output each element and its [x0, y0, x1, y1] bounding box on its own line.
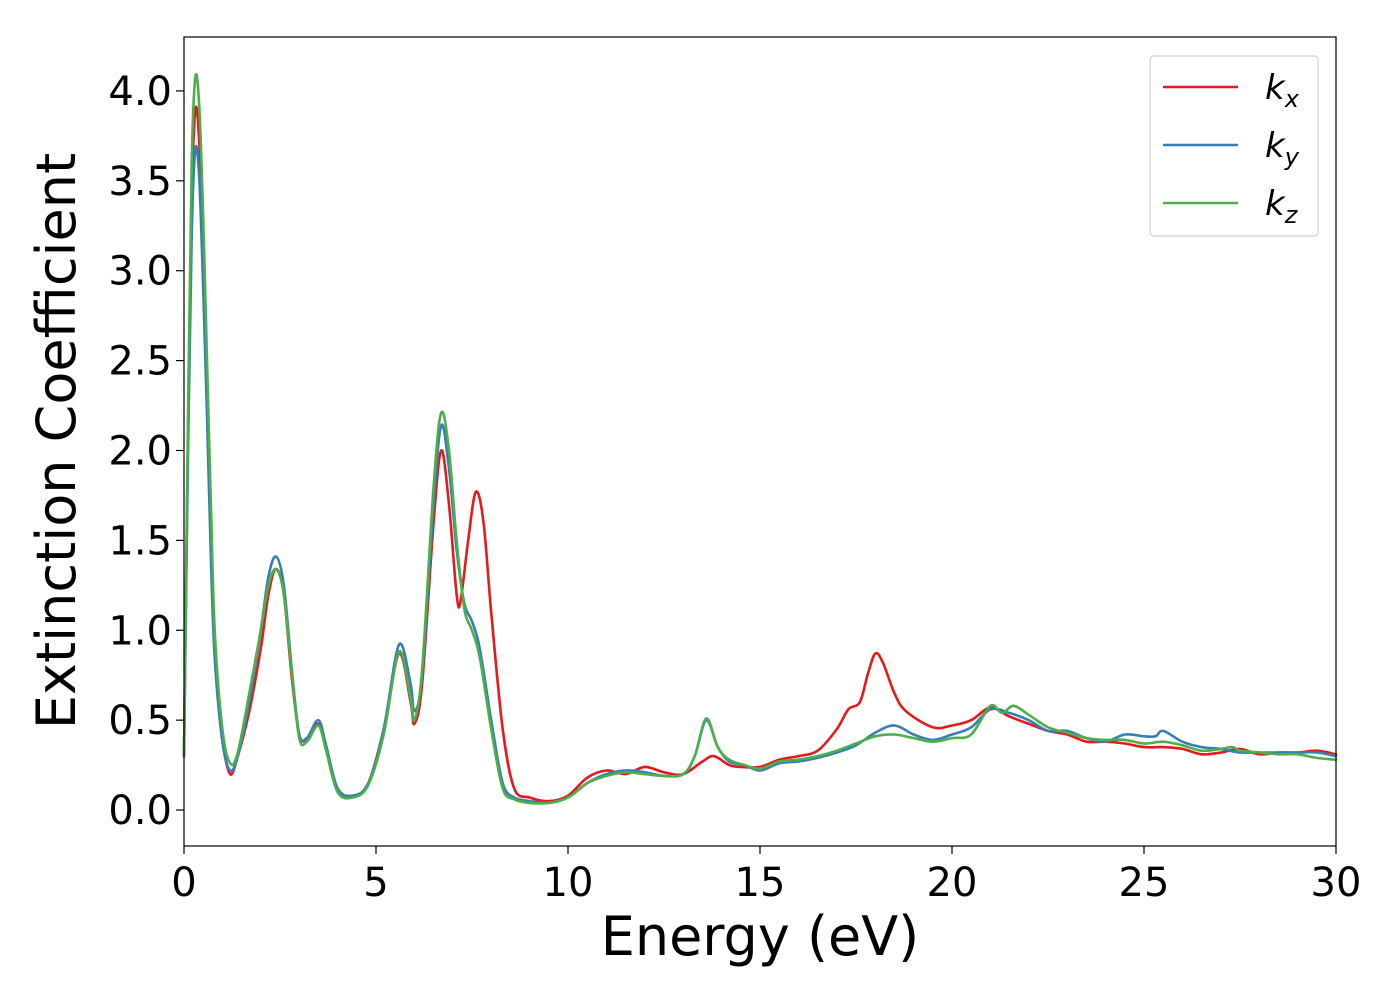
legend-label: ky	[1265, 126, 1300, 171]
y-axis: 0.0 0.5 1.0 1.5 2.0 2.5 3.0 3.5 4.0	[108, 69, 184, 834]
y-tick-label: 4.0	[108, 69, 172, 115]
x-tick-label: 20	[927, 860, 978, 906]
x-axis: 0 5 10 15 20 25 30	[171, 846, 1361, 906]
series-layer	[182, 73, 1338, 805]
y-tick-label: 2.0	[108, 428, 172, 474]
legend-label: kz	[1265, 184, 1299, 229]
x-axis-label: Energy (eV)	[601, 905, 920, 968]
x-tick-label: 10	[543, 860, 594, 906]
x-tick-label: 5	[363, 860, 388, 906]
legend-label: kx	[1265, 68, 1300, 113]
series-line-kz	[182, 73, 1338, 805]
y-tick-label: 0.5	[108, 698, 172, 744]
y-tick-label: 1.0	[108, 608, 172, 654]
y-tick-label: 2.5	[108, 339, 172, 385]
y-tick-label: 3.0	[108, 249, 172, 295]
y-tick-label: 1.5	[108, 518, 172, 564]
x-tick-label: 15	[735, 860, 786, 906]
x-tick-label: 0	[171, 860, 196, 906]
legend: kx ky kz	[1149, 55, 1319, 237]
x-tick-label: 25	[1119, 860, 1170, 906]
series-line-ky	[182, 145, 1338, 805]
x-tick-label: 30	[1311, 860, 1362, 906]
y-tick-label: 3.5	[108, 159, 172, 205]
y-axis-label: Extinction Coefficient	[25, 153, 88, 729]
y-tick-label: 0.0	[108, 788, 172, 834]
